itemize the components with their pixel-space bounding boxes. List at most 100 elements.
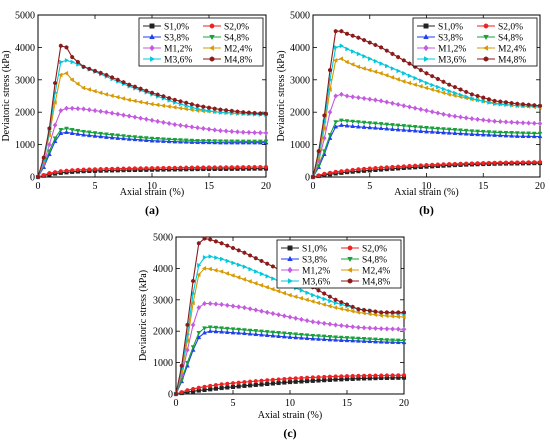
legend-swatch-marker [209,34,215,41]
data-point-s2 [339,374,344,379]
data-point-m1 [441,111,446,117]
data-point-s4 [207,325,213,330]
data-point-m4 [384,48,389,53]
data-point-m4 [64,45,69,50]
data-point-m3 [202,254,208,260]
panel-label: (c) [283,426,296,440]
data-point-s2 [435,162,440,167]
data-point-m1 [172,121,178,128]
legend-entry-s4: S4,8% [362,256,387,266]
legend-swatch-marker [483,56,489,62]
data-point-m4 [236,248,241,253]
data-point-m3 [339,43,345,49]
data-point-m3 [333,300,339,306]
data-point-m1 [503,119,509,125]
legend-swatch-marker [149,56,156,62]
legend-swatch-marker [149,23,155,29]
data-point-s3 [378,125,384,131]
data-point-m1 [412,105,418,111]
data-point-m1 [212,127,218,133]
y-tick-label: 1000 [290,140,310,151]
data-point-m3 [458,92,464,98]
legend-entry-s2: S2,0% [362,245,387,255]
data-point-s4 [206,139,212,144]
data-point-s2 [202,384,207,389]
data-point-s2 [110,166,115,171]
data-point-m4 [356,35,361,40]
data-point-m1 [75,105,81,112]
data-point-m2 [69,77,74,83]
data-point-m2 [423,85,429,91]
data-point-m2 [446,91,451,97]
legend-swatch-marker [287,245,293,251]
data-point-m4 [350,304,355,310]
x-tick-label: 10 [285,398,295,409]
data-point-s3 [293,334,299,340]
x-tick-label: 5 [231,398,236,409]
data-point-s2 [225,381,230,386]
data-point-s4 [361,337,367,342]
data-point-m2 [126,97,131,103]
data-point-s2 [64,168,69,173]
data-point-m3 [70,59,75,65]
data-point-s3 [509,133,515,138]
data-point-s2 [149,166,155,171]
data-point-s2 [41,173,46,178]
data-point-s2 [81,167,86,172]
data-point-m3 [328,298,333,304]
data-point-m2 [218,269,224,274]
data-point-m4 [81,64,86,70]
data-point-s4 [395,123,401,129]
data-point-m2 [196,272,201,278]
data-point-m4 [379,310,384,315]
data-point-s4 [321,149,327,154]
data-point-s2 [185,388,190,393]
data-point-s3 [58,130,64,135]
data-point-s4 [514,131,520,136]
data-point-m3 [254,269,259,274]
legend-swatch-marker [346,267,353,273]
data-point-s3 [514,133,520,138]
data-point-s4 [109,133,115,138]
data-point-m4 [195,103,200,108]
data-point-m4 [322,113,327,118]
data-point-s3 [281,333,287,339]
data-point-s2 [87,167,92,172]
data-point-s4 [190,345,196,350]
data-point-s4 [224,326,230,332]
data-point-m4 [36,174,40,180]
data-point-m2 [80,85,86,91]
data-point-m4 [161,94,166,99]
data-point-s2 [235,165,240,170]
data-point-s2 [236,380,241,385]
legend-entry-m2: M2,4% [362,267,390,277]
data-point-s2 [498,160,503,165]
data-point-m4 [235,109,240,114]
data-point-s4 [92,131,98,136]
data-point-m2 [321,125,327,131]
data-point-s4 [298,332,304,338]
data-point-m4 [339,299,344,305]
data-point-m4 [172,97,177,103]
legend-swatch-marker [347,278,353,284]
series-line-m2 [312,58,541,178]
data-point-m3 [311,292,316,298]
data-point-s2 [195,165,200,170]
legend-entry-m3: M3,6% [164,56,192,66]
data-point-s4 [247,328,253,334]
data-point-s3 [418,128,424,133]
data-point-s4 [492,130,498,135]
data-point-s2 [379,165,384,170]
data-point-s3 [412,128,418,133]
data-point-m2 [367,311,372,317]
data-point-m1 [143,116,149,122]
data-point-s2 [305,375,310,380]
data-point-s1 [316,378,321,383]
data-point-s4 [115,133,121,139]
data-point-m3 [316,294,322,300]
data-point-m2 [367,67,372,73]
data-point-s1 [270,381,275,386]
data-point-m1 [356,324,361,331]
data-point-m3 [237,262,242,268]
